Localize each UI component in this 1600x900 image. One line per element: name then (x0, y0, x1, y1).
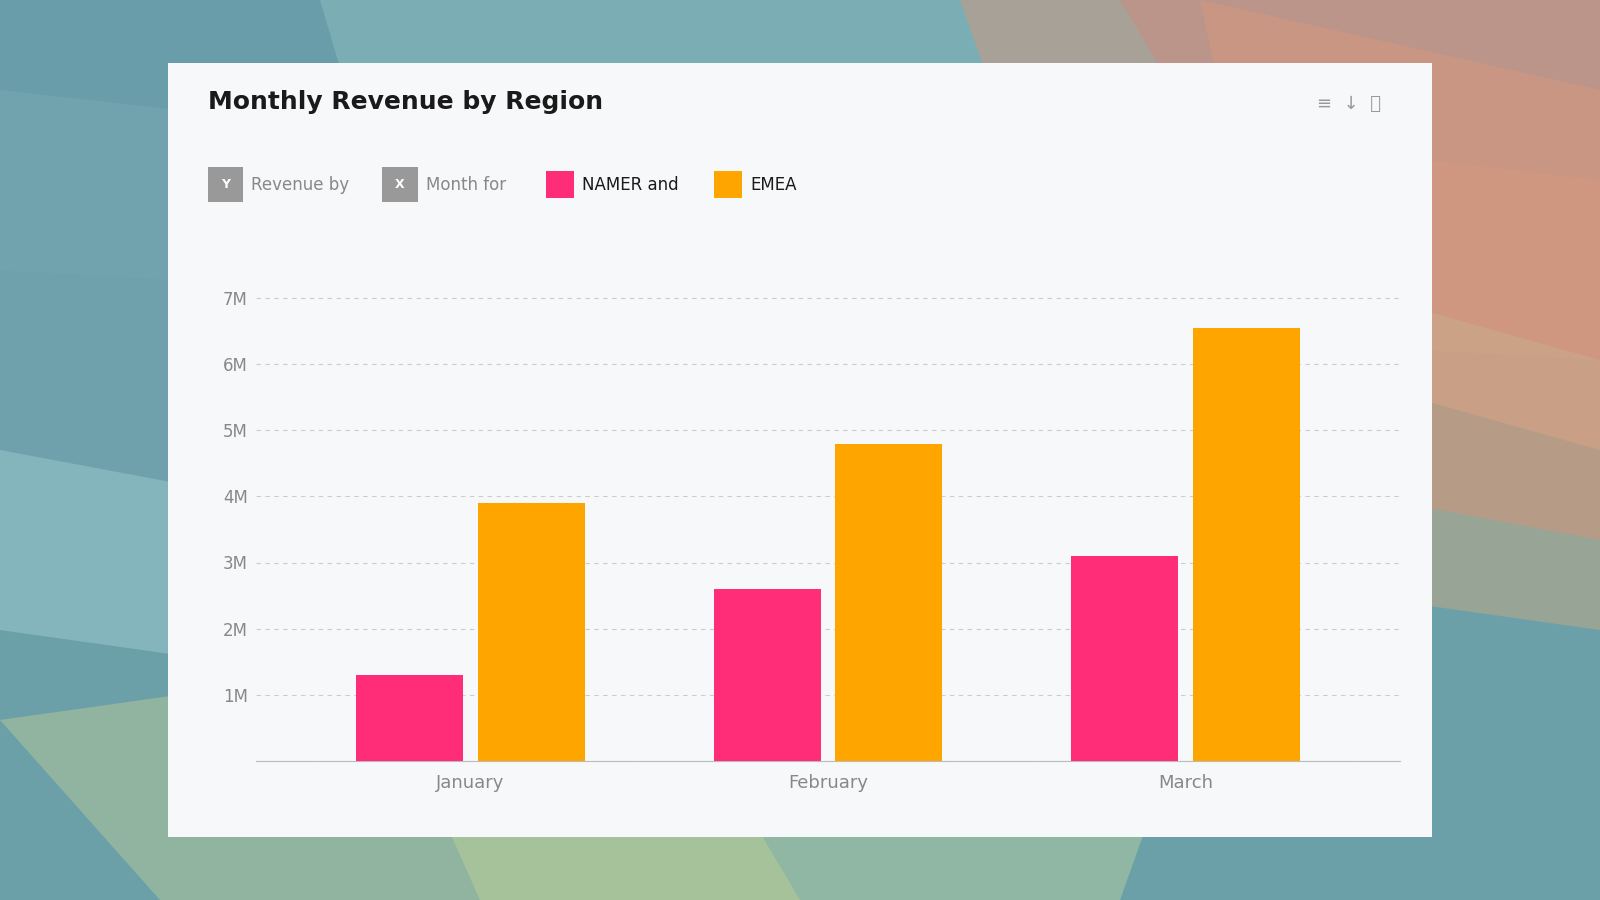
Polygon shape (1120, 0, 1600, 360)
Bar (1192, 328, 1299, 760)
Text: Monthly Revenue by Region: Monthly Revenue by Region (208, 90, 603, 114)
Polygon shape (0, 270, 1600, 900)
FancyBboxPatch shape (546, 171, 574, 198)
Bar (357, 675, 464, 760)
Polygon shape (1200, 0, 1600, 450)
Text: Y: Y (221, 178, 230, 191)
FancyBboxPatch shape (206, 166, 245, 203)
Polygon shape (320, 450, 1280, 900)
FancyBboxPatch shape (149, 51, 1451, 849)
Polygon shape (960, 0, 1600, 540)
Bar (714, 589, 821, 760)
Polygon shape (0, 90, 800, 720)
Text: EMEA: EMEA (750, 176, 797, 194)
Polygon shape (0, 630, 800, 900)
Polygon shape (800, 90, 1600, 630)
Text: Month for: Month for (426, 176, 506, 194)
FancyBboxPatch shape (381, 166, 419, 203)
Text: ≡  ↓  ⤢: ≡ ↓ ⤢ (1317, 94, 1381, 112)
FancyBboxPatch shape (714, 171, 742, 198)
Bar (1070, 556, 1178, 760)
Text: X: X (395, 178, 405, 191)
Bar (835, 444, 942, 760)
Polygon shape (0, 0, 480, 540)
Text: NAMER and: NAMER and (582, 176, 678, 194)
Text: Revenue by: Revenue by (251, 176, 349, 194)
Bar (478, 503, 586, 760)
